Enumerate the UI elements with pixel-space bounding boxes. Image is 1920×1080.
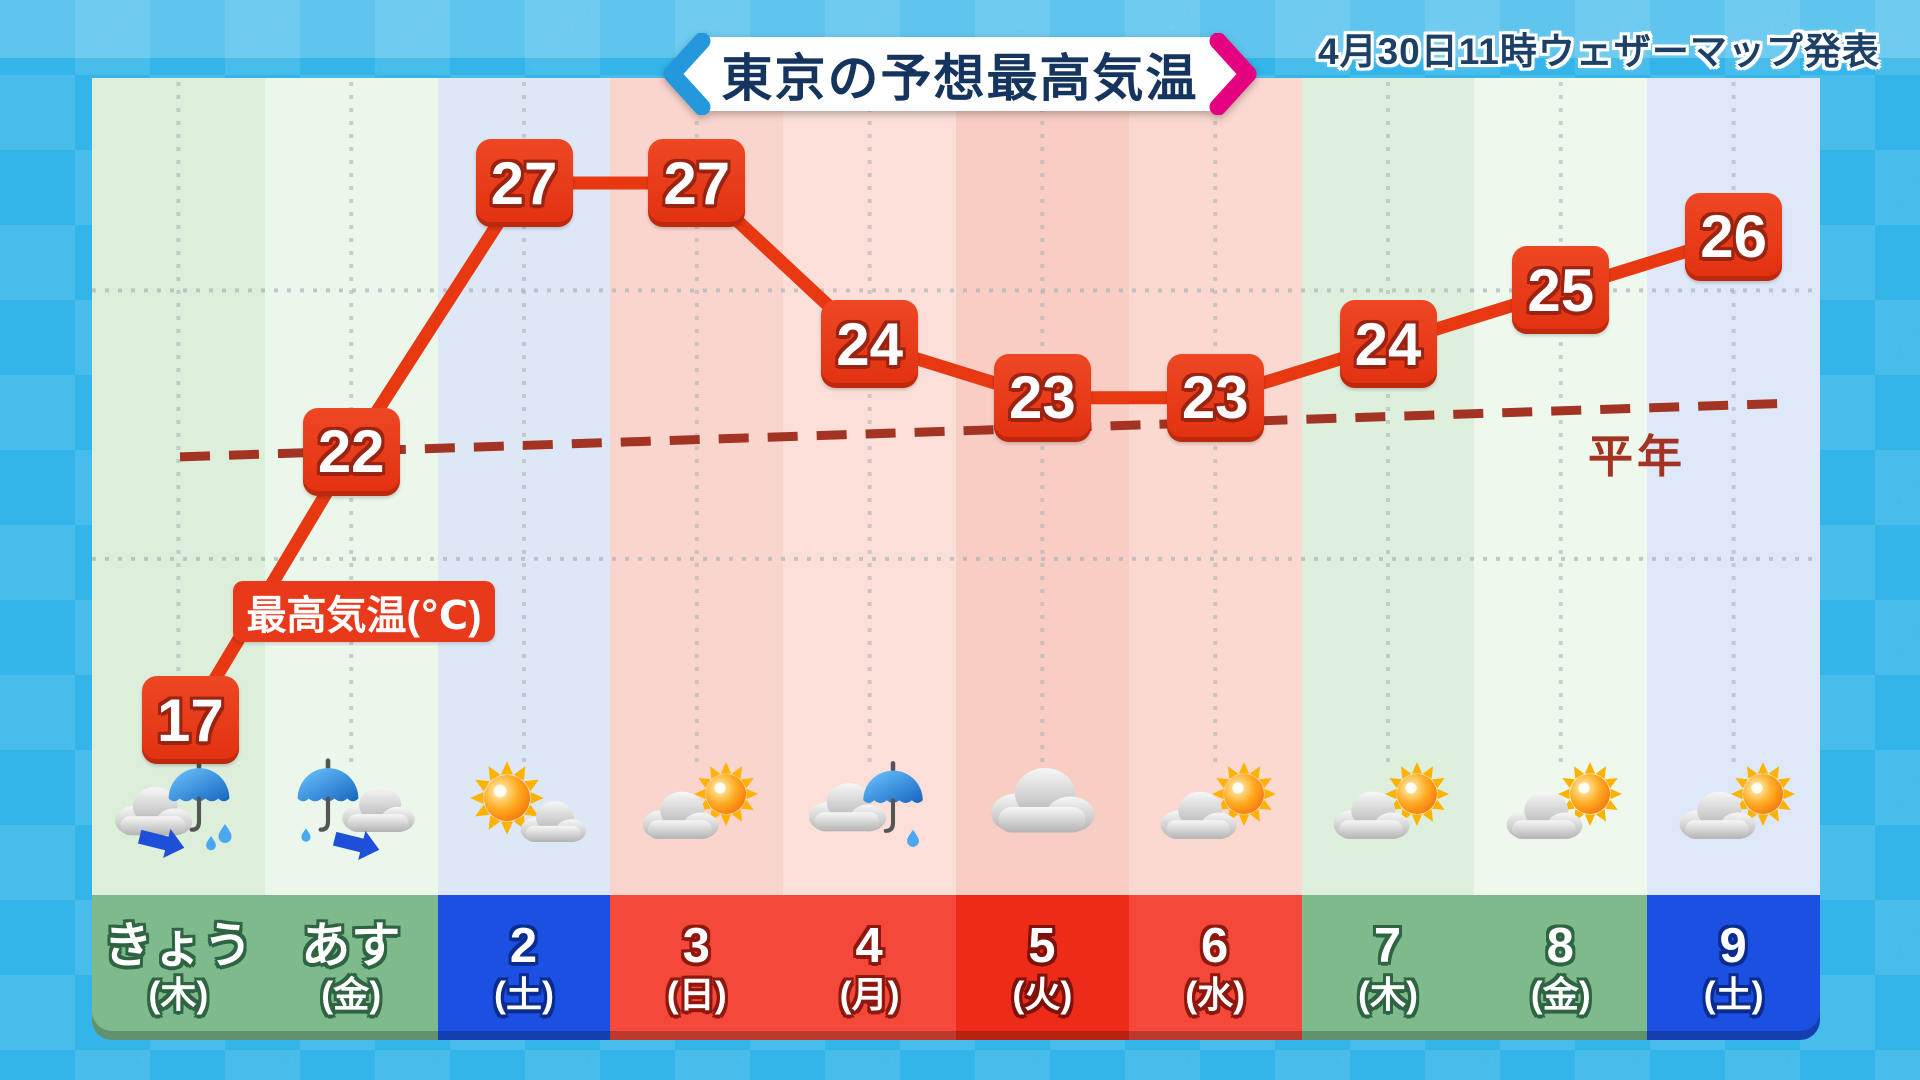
temp-value-box: 25	[1512, 246, 1610, 335]
day-column: きょう (木)	[92, 78, 265, 1040]
day-column: 7 (木)	[1301, 78, 1475, 1040]
temp-value: 22	[317, 418, 385, 485]
weekday-label: (木)	[1357, 974, 1418, 1016]
date-cell: 3 (日)	[610, 895, 784, 1040]
banner-right-accent	[1209, 33, 1257, 115]
temp-value: 23	[1009, 364, 1076, 432]
date-cell: 2 (土)	[437, 895, 611, 1040]
title-banner-shape	[663, 33, 1257, 115]
temp-value: 27	[663, 149, 731, 217]
temp-value: 27	[490, 149, 558, 217]
day-column-tint	[1301, 78, 1475, 895]
weekday-label: (金)	[321, 974, 382, 1016]
date-cell: あす (金)	[264, 895, 438, 1040]
date-label: 7	[1373, 918, 1403, 973]
day-column: 5 (火)	[955, 78, 1129, 1040]
date-cell: 8 (金)	[1474, 895, 1648, 1040]
temp-value-box: 27	[475, 139, 573, 227]
date-label: 8	[1546, 918, 1575, 973]
banner-body	[664, 37, 1256, 111]
date-cell: 4 (月)	[783, 895, 956, 1040]
day-column: 6 (水)	[1128, 78, 1302, 1040]
temp-value-box: 22	[302, 407, 400, 496]
date-label: あす	[301, 918, 402, 973]
temp-value-box: 23	[1166, 353, 1264, 442]
temp-value: 26	[1700, 203, 1767, 271]
date-cell: 7 (木)	[1301, 895, 1475, 1040]
temp-value-box: 24	[1339, 300, 1437, 389]
day-column: 4 (月)	[783, 78, 956, 1040]
weekday-label: (水)	[1185, 974, 1246, 1016]
weekday-label: (木)	[148, 974, 209, 1016]
date-label: きょう	[103, 918, 254, 973]
temp-value: 23	[1181, 364, 1249, 432]
normal-line-label: 平年	[1588, 431, 1687, 482]
issue-time-text: 4月30日11時ウェザーマップ発表	[1318, 31, 1880, 72]
temp-value: 24	[836, 310, 903, 378]
temp-value-box: 27	[648, 139, 746, 227]
date-label: 6	[1201, 918, 1230, 973]
date-label: 9	[1719, 918, 1748, 973]
date-label: 5	[1028, 918, 1057, 973]
date-cell: 5 (火)	[955, 895, 1129, 1040]
temp-value: 25	[1527, 256, 1595, 324]
day-column: 8 (金)	[1474, 78, 1648, 1040]
series-label: 最高気温(℃)	[233, 581, 495, 642]
temp-value-box: 24	[821, 300, 919, 389]
page-title: 東京の予想最高気温	[721, 50, 1199, 107]
day-column-tint	[1128, 78, 1302, 895]
forecast-panel: きょう (木) あす (金) 2 (土) 3 (日) 4 (月)	[92, 78, 1820, 1040]
date-label: 4	[855, 918, 884, 973]
weekday-label: (火)	[1012, 974, 1073, 1016]
temp-value: 17	[157, 686, 224, 754]
weekday-label: (金)	[1530, 974, 1591, 1016]
temp-value-box: 26	[1685, 192, 1783, 281]
day-column: あす (金)	[264, 78, 438, 1040]
weekday-label: (土)	[1703, 974, 1764, 1016]
banner-left-accent	[663, 33, 711, 115]
temp-value-box: 17	[141, 676, 239, 764]
weekday-label: (土)	[494, 974, 554, 1016]
date-label: 2	[509, 918, 539, 973]
date-cell: 6 (水)	[1128, 895, 1302, 1040]
day-column-tint	[92, 78, 265, 895]
date-cell: 9 (土)	[1647, 895, 1820, 1040]
weekday-label: (日)	[666, 974, 727, 1016]
temp-value: 24	[1354, 310, 1422, 378]
day-column-tint	[1474, 78, 1648, 895]
temp-value-box: 23	[993, 353, 1091, 442]
date-cell: きょう (木)	[92, 895, 265, 1040]
title-banner: 東京の予想最高気温	[660, 33, 1260, 115]
date-label: 3	[682, 918, 711, 973]
weekday-label: (月)	[839, 974, 900, 1016]
day-column-tint	[783, 78, 956, 895]
day-column-tint	[955, 78, 1129, 895]
